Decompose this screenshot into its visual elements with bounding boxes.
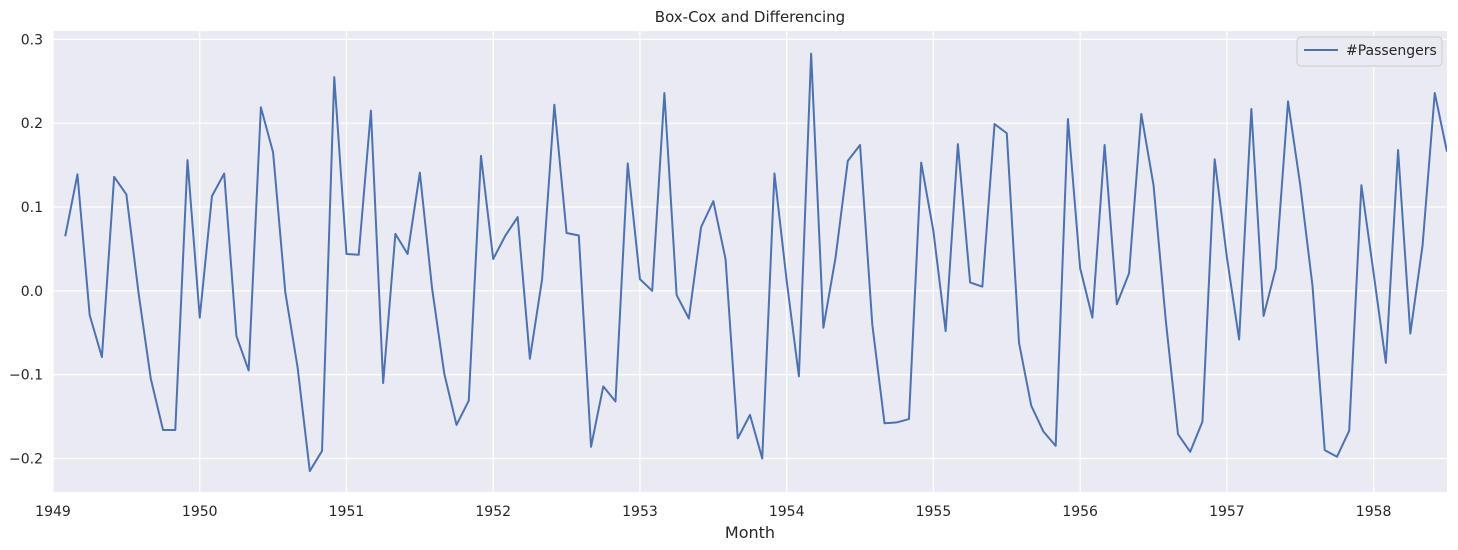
x-tick-label: 1957 <box>1209 504 1245 520</box>
legend: #Passengers <box>1296 36 1443 67</box>
x-tick-label: 1953 <box>622 504 658 520</box>
y-axis: −0.2 −0.1 0.0 0.1 0.2 0.3 <box>9 32 43 467</box>
y-tick-label: 0.0 <box>21 284 43 300</box>
series-line-passengers <box>64 52 1447 473</box>
chart-title: Box-Cox and Differencing <box>655 8 845 26</box>
x-tick-label: 1951 <box>329 504 365 520</box>
x-axis-label: Month <box>725 523 775 542</box>
legend-label: #Passengers <box>1346 43 1437 59</box>
plot-area <box>53 31 1447 492</box>
y-tick-label: 0.2 <box>21 116 43 132</box>
x-tick-label: 1949 <box>35 504 71 520</box>
y-tick-label: −0.1 <box>9 368 43 384</box>
x-tick-label: 1950 <box>182 504 218 520</box>
x-tick-label: 1955 <box>916 504 952 520</box>
legend-box <box>1296 36 1443 67</box>
x-tick-label: 1954 <box>769 504 805 520</box>
y-tick-label: −0.2 <box>9 451 43 467</box>
x-axis: 1949 1950 1951 1952 1953 1954 1955 1956 1957 1958 <box>35 504 1391 520</box>
y-tick-label: 0.3 <box>21 32 43 48</box>
x-tick-label: 1958 <box>1356 504 1392 520</box>
series-layer <box>64 52 1447 473</box>
y-tick-label: 0.1 <box>21 200 43 216</box>
x-tick-label: 1952 <box>475 504 511 520</box>
x-tick-label: 1956 <box>1062 504 1098 520</box>
